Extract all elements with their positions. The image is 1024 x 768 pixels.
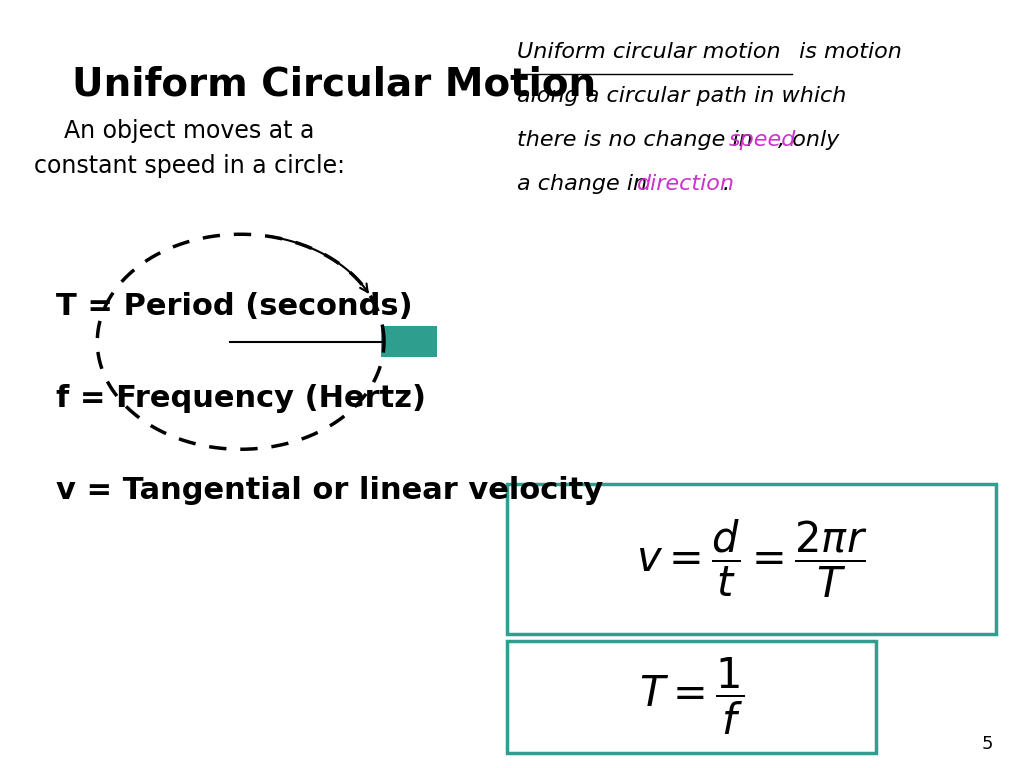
Text: f = Frequency (Hertz): f = Frequency (Hertz) xyxy=(56,384,426,413)
Text: .: . xyxy=(723,174,730,194)
Text: speed: speed xyxy=(729,130,797,150)
Text: , only: , only xyxy=(778,130,840,150)
Text: $v = \dfrac{d}{t} = \dfrac{2\pi r}{T}$: $v = \dfrac{d}{t} = \dfrac{2\pi r}{T}$ xyxy=(636,518,867,600)
Text: 5: 5 xyxy=(982,735,993,753)
Text: An object moves at a: An object moves at a xyxy=(65,119,314,143)
Text: is motion: is motion xyxy=(792,42,901,62)
FancyBboxPatch shape xyxy=(507,484,996,634)
Text: there is no change in: there is no change in xyxy=(517,130,760,150)
Text: along a circular path in which: along a circular path in which xyxy=(517,86,847,106)
Text: v = Tangential or linear velocity: v = Tangential or linear velocity xyxy=(56,476,603,505)
Text: Uniform circular motion: Uniform circular motion xyxy=(517,42,780,62)
Text: direction: direction xyxy=(637,174,735,194)
Text: Uniform Circular Motion: Uniform Circular Motion xyxy=(72,65,596,103)
Text: constant speed in a circle:: constant speed in a circle: xyxy=(34,154,345,177)
FancyBboxPatch shape xyxy=(381,326,437,357)
Text: $T = \dfrac{1}{f}$: $T = \dfrac{1}{f}$ xyxy=(639,657,743,737)
FancyBboxPatch shape xyxy=(507,641,876,753)
Text: a change in: a change in xyxy=(517,174,654,194)
Text: T = Period (seconds): T = Period (seconds) xyxy=(56,292,413,321)
